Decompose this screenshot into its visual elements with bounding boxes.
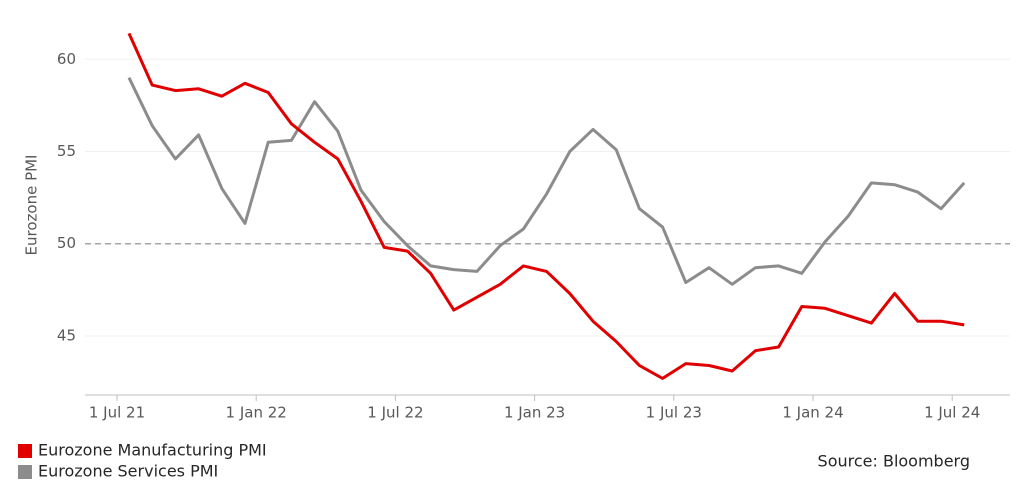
series-line xyxy=(127,77,966,286)
y-axis-label: Eurozone PMI xyxy=(23,155,41,256)
x-tick-label: 1 Jul 22 xyxy=(367,404,423,422)
series-line xyxy=(127,32,965,380)
x-tick-label: 1 Jul 24 xyxy=(924,404,980,422)
legend-label: Eurozone Manufacturing PMI xyxy=(38,441,267,460)
x-tick-label: 1 Jul 21 xyxy=(89,404,145,422)
source: Source: Bloomberg xyxy=(818,452,970,471)
x-tick-label: 1 Jan 24 xyxy=(782,404,843,422)
x-tick-label: 1 Jan 23 xyxy=(504,404,565,422)
y-tick-label: 50 xyxy=(57,234,76,252)
legend-swatch xyxy=(18,444,32,458)
x-tick-label: 1 Jan 22 xyxy=(226,404,287,422)
y-tick-label: 60 xyxy=(57,50,76,68)
y-tick-label: 45 xyxy=(57,326,76,344)
x-tick-label: 1 Jul 23 xyxy=(646,404,702,422)
legend-label: Eurozone Services PMI xyxy=(38,462,218,481)
y-tick-label: 55 xyxy=(57,142,76,160)
legend-swatch xyxy=(18,465,32,479)
